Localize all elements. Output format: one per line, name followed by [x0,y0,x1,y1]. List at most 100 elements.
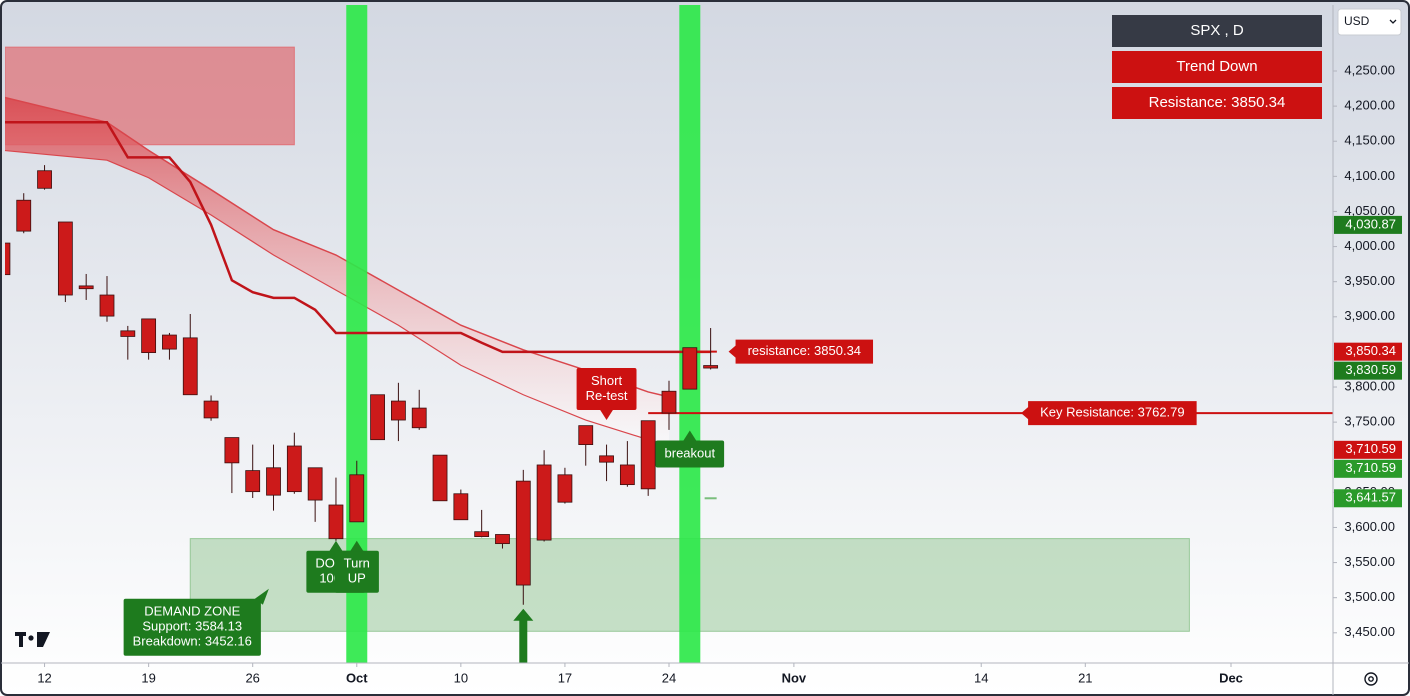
candle-body [453,493,469,521]
candle-body [370,394,385,441]
x-tick-label: 17 [558,670,572,685]
price-badge [1334,361,1402,380]
candle-body [578,425,594,446]
annotation-text: UP [348,571,366,586]
y-tick-label: 4,150.00 [1344,133,1395,148]
candle-body [286,445,302,493]
x-tick-label: 10 [454,670,468,685]
level-label: Key Resistance: 3762.79 [1021,401,1197,426]
x-tick-label: 14 [974,670,988,685]
level-label-bg [1021,401,1197,426]
x-tick-label: 21 [1078,670,1092,685]
info-box [1112,87,1322,119]
highlight-bar [679,5,701,663]
annotation-text: Re-test [586,388,628,403]
price-badge-text: 4,030.87 [1345,216,1396,231]
y-tick-label: 3,500.00 [1344,589,1395,604]
candle-body [182,337,198,396]
info-text: Resistance: 3850.34 [1149,94,1286,111]
candle-body [661,390,677,414]
candle-body [619,464,635,486]
y-tick-label: 4,000.00 [1344,238,1395,253]
candle-body [682,347,698,390]
logo[interactable] [15,632,50,647]
settings-icon[interactable] [1364,672,1378,686]
price-badge-text: 3,710.59 [1345,441,1396,456]
candle-body [266,467,281,496]
y-tick-label: 3,550.00 [1344,554,1395,569]
y-tick-label: 3,600.00 [1344,519,1395,534]
candle-body [703,365,719,369]
y-tick-label: 3,900.00 [1344,308,1395,323]
y-tick-label: 3,800.00 [1344,378,1395,393]
candle-body [432,454,448,502]
y-tick-label: 4,200.00 [1344,98,1395,113]
annotation-bg [334,550,379,593]
demand-zone-label-text: Breakdown: 3452.16 [133,634,252,649]
y-tick-label: 3,750.00 [1344,414,1395,429]
candle-body [78,285,94,290]
x-tick-label: Dec [1219,670,1243,685]
ribbon-fill [5,97,669,445]
annotation-text: breakout [665,445,716,460]
candle-body [515,480,531,586]
annotation-bg [655,440,725,468]
candle-body [120,330,136,337]
candle-body [57,221,73,296]
candle-body [391,400,406,421]
demand-zone-label-text: Support: 3584.13 [142,619,242,634]
price-badge [1334,342,1402,361]
x-tick-label: 26 [245,670,259,685]
candle-body [16,199,32,232]
price-badge [1334,489,1402,508]
candle-body [557,474,573,503]
level-label-text: Key Resistance: 3762.79 [1040,405,1185,420]
candle-body [599,455,614,463]
candle-body [640,420,656,490]
candle-body [245,470,261,493]
candle-body [307,467,323,501]
y-tick-label: 4,050.00 [1344,203,1395,218]
x-tick-label: Oct [346,670,368,685]
annotation-pointer [682,430,697,442]
arrow [513,608,534,663]
candle-body [474,531,490,537]
annotation-pointer [599,409,614,421]
candle-body [495,534,510,545]
candle-body [349,474,365,523]
annotation-bg [576,368,637,411]
x-tick-label: Nov [782,670,807,685]
info-title: SPX , D [1190,22,1244,39]
candle-body [99,294,115,317]
level-label-text: resistance: 3850.34 [748,343,861,358]
y-tick-label: 4,100.00 [1344,168,1395,183]
price-badge [1334,459,1402,478]
currency-label: USD [1344,14,1370,28]
y-tick-label: 3,450.00 [1344,624,1395,639]
price-badge [1334,215,1402,234]
info-box [1112,51,1322,83]
level-label-bg [728,339,874,364]
level-label: resistance: 3850.34 [728,339,874,364]
x-tick-label: 24 [662,670,676,685]
price-badge-text: 3,850.34 [1345,343,1396,358]
step-line [5,121,711,354]
candle-body [37,170,52,189]
currency-select[interactable]: USD [1337,8,1402,36]
annotation-pointer [349,540,364,552]
y-tick-label: 4,250.00 [1344,62,1395,77]
x-tick-label: 12 [37,670,51,685]
candle-body [536,464,552,541]
candle-body [5,242,11,276]
annotation-pointer [328,540,343,552]
candle-body [224,437,240,464]
annotation: breakout [655,430,725,468]
candle-body [141,318,157,354]
price-badge-text: 3,830.59 [1345,362,1396,377]
candle-body [203,400,219,419]
candle-body [328,504,344,540]
